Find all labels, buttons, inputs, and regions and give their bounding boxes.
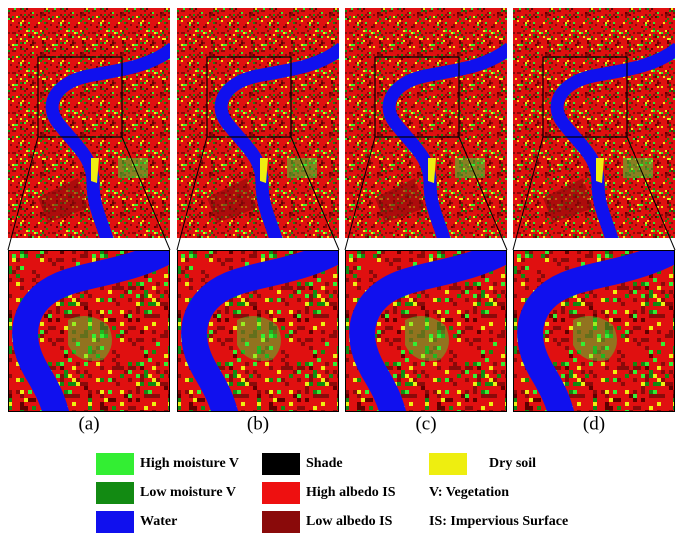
legend-swatch bbox=[96, 511, 134, 533]
legend-note: IS: Impervious Surface bbox=[429, 514, 568, 529]
legend-label: Low moisture V bbox=[140, 485, 236, 500]
legend-swatch bbox=[96, 482, 134, 504]
panel-caption: (b) bbox=[247, 413, 269, 434]
panel-caption: (c) bbox=[415, 413, 436, 434]
map-overview bbox=[177, 8, 342, 243]
legend-label: High moisture V bbox=[140, 456, 239, 471]
map-overview bbox=[513, 8, 678, 243]
map-zoom bbox=[177, 245, 347, 420]
legend-label: Dry soil bbox=[489, 456, 536, 471]
legend-label: High albedo IS bbox=[306, 485, 396, 500]
legend-swatch bbox=[262, 453, 300, 475]
legend-label: Low albedo IS bbox=[306, 514, 393, 529]
legend-swatch bbox=[262, 482, 300, 504]
panel-caption: (a) bbox=[78, 413, 99, 434]
map-zoom bbox=[513, 245, 679, 420]
legend-swatch bbox=[96, 453, 134, 475]
map-overview bbox=[345, 8, 510, 243]
legend-swatch bbox=[262, 511, 300, 533]
map-overview bbox=[8, 8, 173, 243]
legend-note: V: Vegetation bbox=[429, 485, 509, 500]
legend-swatch bbox=[429, 453, 467, 475]
figure: (a) (b) (c) (d) High moisture V Low moisture… bbox=[0, 0, 679, 535]
map-zoom bbox=[345, 245, 515, 420]
map-zoom bbox=[8, 245, 178, 420]
legend-label: Shade bbox=[306, 456, 343, 471]
legend-label: Water bbox=[140, 514, 177, 529]
panel-caption: (d) bbox=[583, 413, 605, 434]
